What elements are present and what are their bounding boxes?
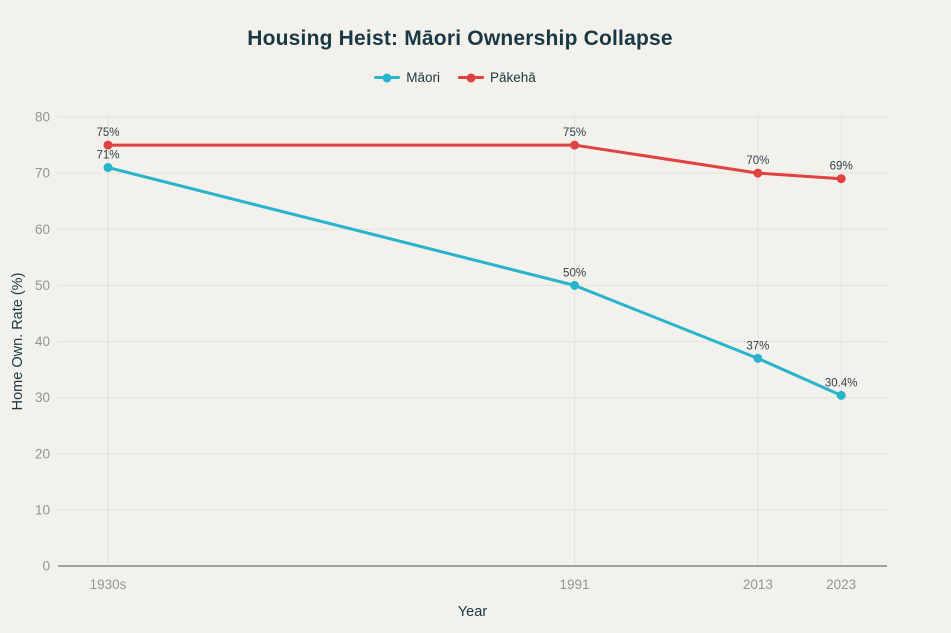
data-label: 75% xyxy=(96,127,119,139)
data-label: 37% xyxy=(746,340,769,352)
data-point-pakeha-2013 xyxy=(753,168,763,178)
data-point-pakeha-2023 xyxy=(836,174,846,184)
data-label: 71% xyxy=(96,150,119,162)
y-tick-label: 20 xyxy=(35,446,50,461)
legend-item-pakeha[interactable]: Pākehā xyxy=(457,70,536,85)
data-label: 69% xyxy=(830,161,853,173)
x-tick-label: 2023 xyxy=(826,577,856,592)
data-label: 50% xyxy=(563,267,586,279)
chart-title: Housing Heist: Māori Ownership Collapse xyxy=(247,27,673,50)
y-tick-label: 40 xyxy=(35,334,50,349)
x-tick-label: 1991 xyxy=(560,577,590,592)
x-tick-label: 1930s xyxy=(90,577,127,592)
series-line-pakeha xyxy=(106,143,843,181)
data-label: 70% xyxy=(746,155,769,167)
y-tick-label: 70 xyxy=(35,166,50,181)
y-tick-label: 0 xyxy=(42,559,50,574)
y-tick-label: 30 xyxy=(35,390,50,405)
data-point-maori-1991 xyxy=(570,280,580,290)
data-label: 30.4% xyxy=(825,377,858,389)
x-axis-title: Year xyxy=(458,604,487,620)
y-tick-label: 60 xyxy=(35,222,50,237)
legend-marker-icon xyxy=(457,73,484,82)
data-label: 75% xyxy=(563,127,586,139)
y-axis-title: Home Own. Rate (%) xyxy=(10,273,26,411)
data-point-pakeha-1930s xyxy=(103,140,113,150)
legend: Māori Pākehā xyxy=(0,70,910,85)
data-point-pakeha-1991 xyxy=(570,140,580,150)
data-point-maori-2023 xyxy=(836,390,846,400)
legend-item-maori[interactable]: Māori xyxy=(374,70,440,85)
y-tick-label: 80 xyxy=(35,110,50,125)
data-point-maori-1930s xyxy=(103,163,113,173)
legend-label: Māori xyxy=(406,70,440,85)
series-line-maori xyxy=(106,166,843,397)
y-tick-label: 50 xyxy=(35,278,50,293)
x-tick-label: 2013 xyxy=(743,577,773,592)
legend-label: Pākehā xyxy=(489,70,536,85)
data-point-maori-2013 xyxy=(753,353,763,363)
legend-marker-icon xyxy=(374,73,401,82)
y-tick-label: 10 xyxy=(35,502,50,517)
